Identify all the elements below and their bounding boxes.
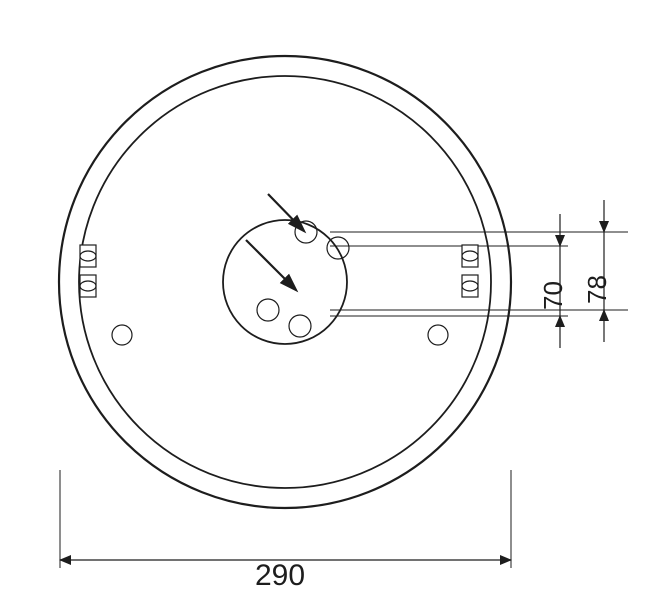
center-circle [223,220,347,344]
center-hole-2 [257,299,279,321]
dim-70-label: 70 [538,281,568,310]
mount-hole-1 [428,325,448,345]
mount-tab-0 [80,245,96,267]
mount-hole-0 [112,325,132,345]
center-arrow-0 [268,194,304,231]
inner-circle [79,76,491,488]
center-hole-1 [327,237,349,259]
dim-width-label: 290 [255,559,305,592]
mount-tab-2 [462,245,478,267]
outer-circle [59,56,511,508]
mount-tab-3 [462,275,478,297]
center-hole-3 [289,315,311,337]
dim-78-label: 78 [582,275,612,304]
mount-tab-1 [80,275,96,297]
center-arrow-1 [246,240,296,290]
